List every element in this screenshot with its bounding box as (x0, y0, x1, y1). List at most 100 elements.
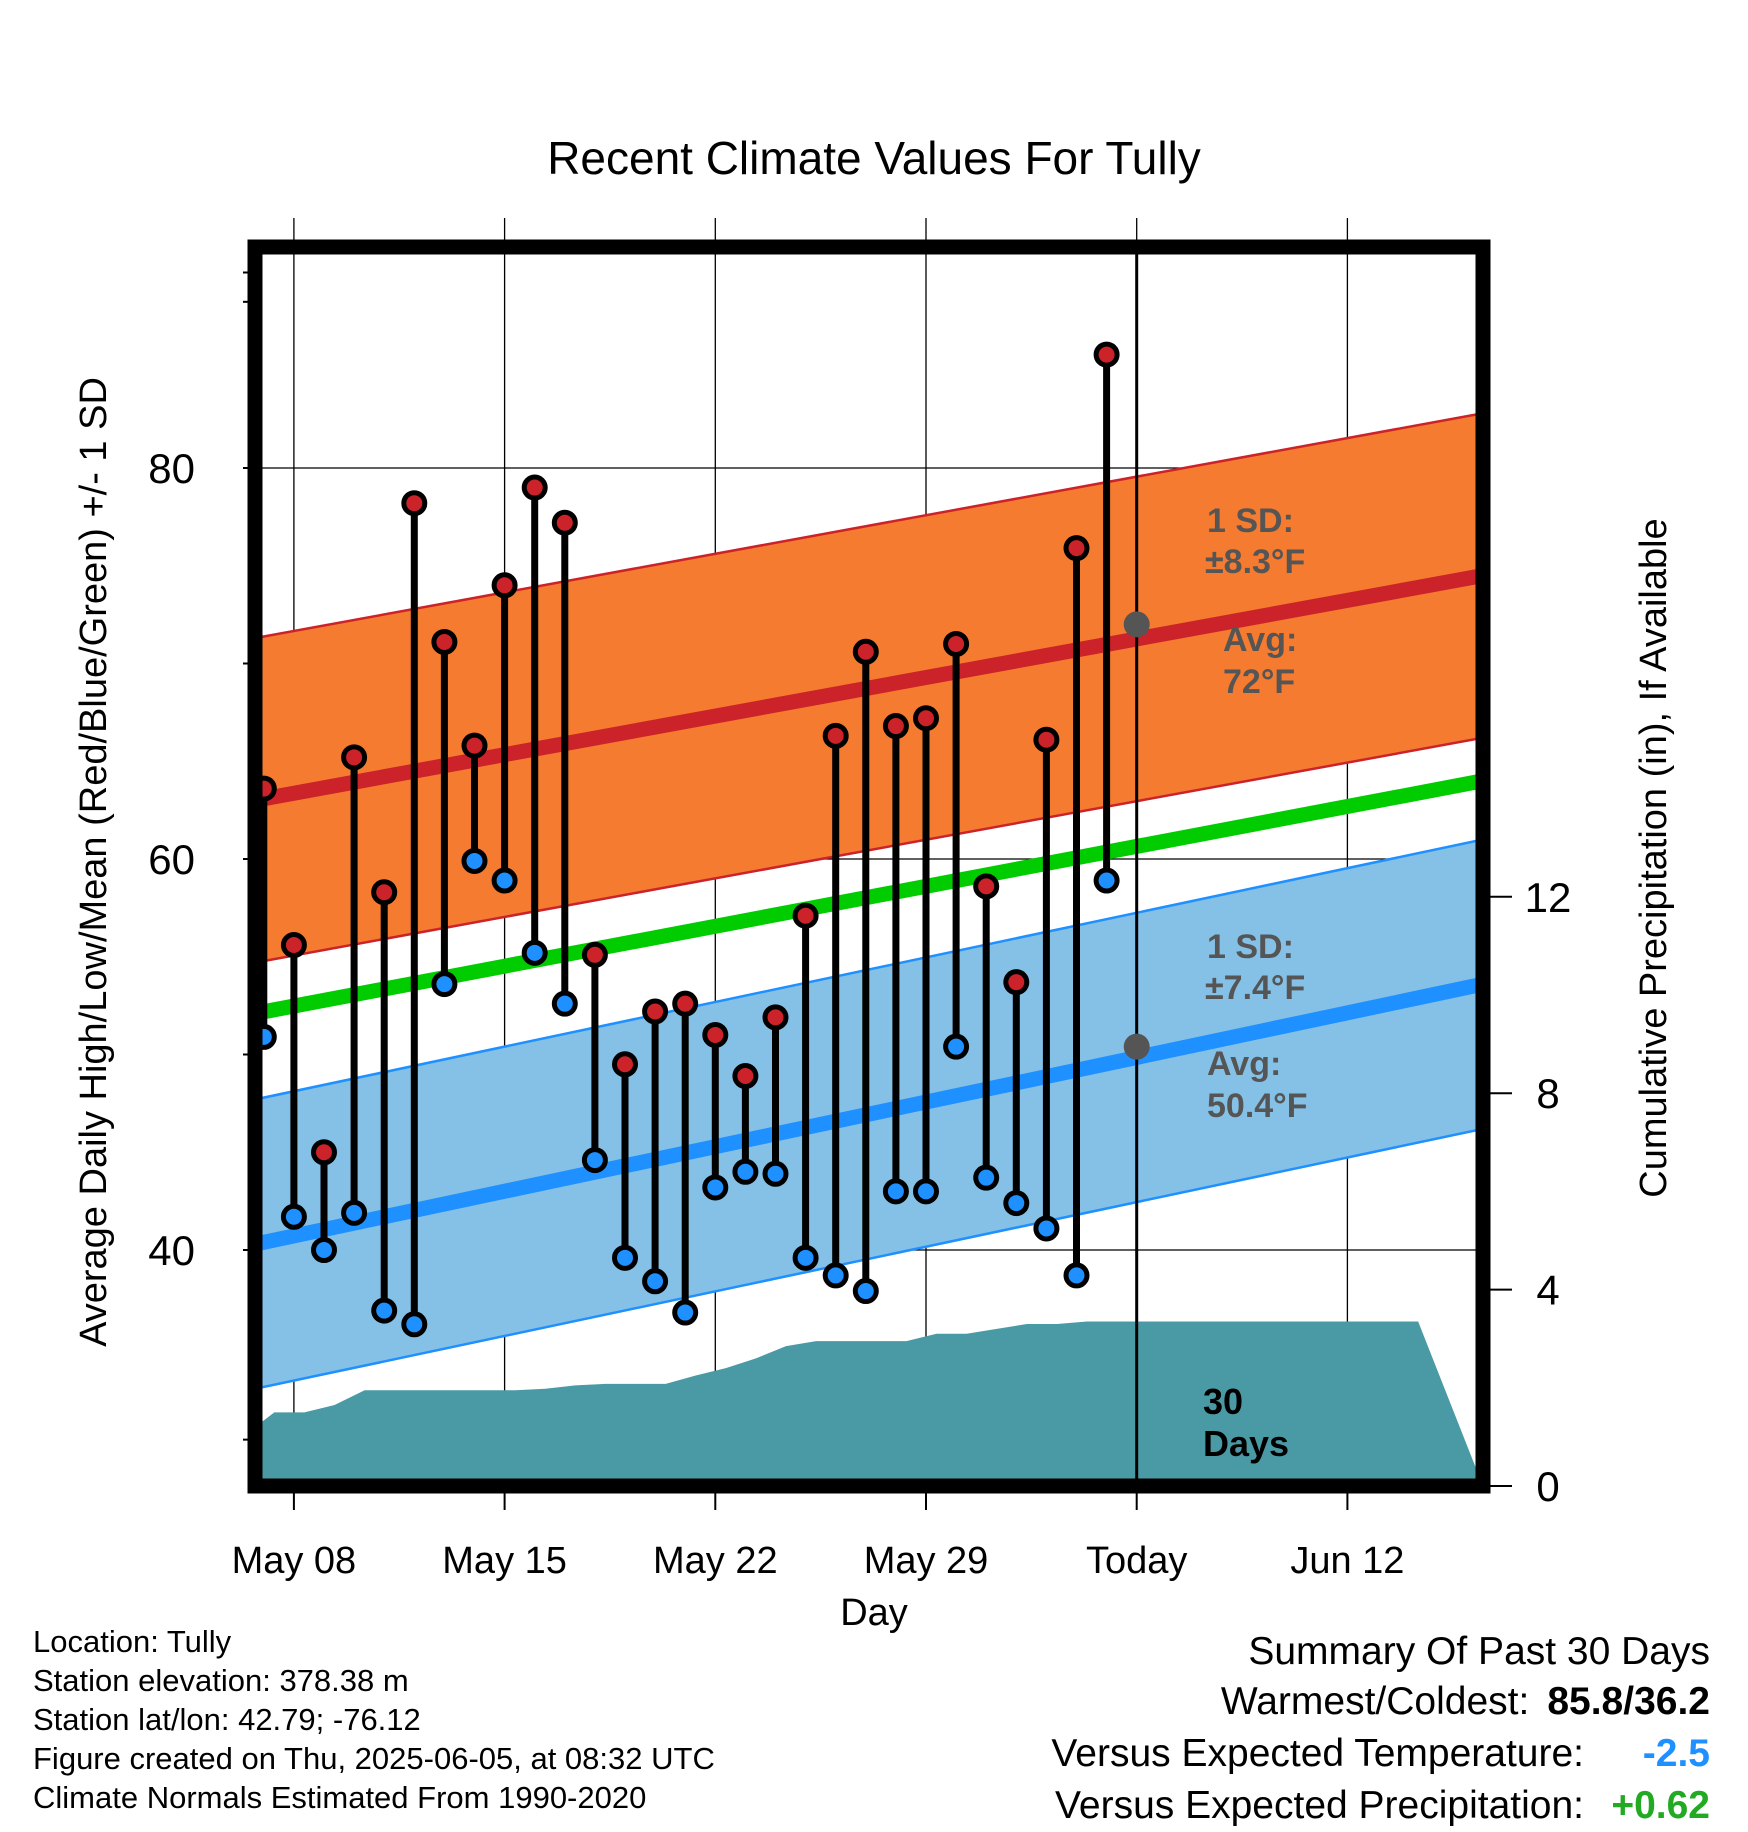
precip-area (255, 1321, 1483, 1486)
high-temp-point (672, 990, 699, 1017)
high-temp-point (581, 941, 608, 968)
high-temp-point (732, 1063, 759, 1090)
low-temp-point (943, 1033, 970, 1060)
low-temp-point (822, 1262, 849, 1289)
high-temp-point (642, 998, 669, 1025)
high-temp-point (882, 713, 909, 740)
high-temp-point (551, 509, 578, 536)
warmest-value: 85.8/36.2 (1547, 1680, 1710, 1723)
low-avg-label: Avg: (1207, 1045, 1281, 1083)
low-sd-label: 1 SD: (1207, 928, 1294, 966)
y2-tick-label: 0 (1536, 1463, 1559, 1510)
x-tick-label: May 29 (864, 1540, 989, 1582)
y2-tick-label: 12 (1525, 874, 1572, 921)
low-temp-point (702, 1174, 729, 1201)
high-temp-point (280, 932, 307, 959)
x-tick-label: May 08 (232, 1540, 357, 1582)
today-low-avg-marker (1123, 1033, 1150, 1060)
location-text: Location: Tully (33, 1624, 232, 1659)
low-temp-point (1093, 867, 1120, 894)
precip-value: +0.62 (1611, 1784, 1710, 1827)
high-temp-point (371, 879, 398, 906)
low-temp-point (431, 971, 458, 998)
summary-temp-row: Versus Expected Temperature: -2.5 (1051, 1728, 1710, 1780)
high-temp-point (612, 1051, 638, 1078)
y-tick-label: 60 (148, 836, 195, 883)
high-temp-point (401, 490, 428, 517)
high-temp-point (461, 732, 488, 759)
y-tick-label: 80 (148, 445, 195, 492)
high-temp-point (852, 638, 879, 665)
low-temp-point (280, 1203, 307, 1230)
high-temp-point (341, 744, 368, 771)
station-info: Location: Tully Station elevation: 378.3… (33, 1622, 715, 1817)
low-temp-point (551, 990, 578, 1017)
high-temp-point (521, 474, 548, 501)
high-temp-point (822, 722, 849, 749)
summary-precip-row: Versus Expected Precipitation: +0.62 (1051, 1780, 1710, 1832)
high-sd-band-upper-edge (255, 412, 1483, 640)
low-temp-point (762, 1160, 789, 1187)
low-temp-point (223, 1024, 244, 1045)
temp-label: Versus Expected Temperature: (1051, 1732, 1584, 1775)
x-tick-label: Today (1086, 1540, 1187, 1582)
today-high-avg-marker (1123, 611, 1150, 638)
latlon-text: Station lat/lon: 42.79; -76.12 (33, 1702, 421, 1737)
high-temp-point (702, 1021, 729, 1048)
low-temp-point (792, 1244, 819, 1271)
high-temp-point (762, 1004, 789, 1031)
low-temp-point (371, 1297, 398, 1324)
chart-title: Recent Climate Values For Tully (547, 132, 1201, 184)
low-temp-point (1003, 1190, 1030, 1217)
x-axis-label: Day (840, 1592, 908, 1634)
low-temp-point (852, 1278, 879, 1305)
y-axis-label: Average Daily High/Low/Mean (Red/Blue/Gr… (73, 377, 115, 1347)
days-label: Days (1203, 1423, 1289, 1464)
summary-title: Summary Of Past 30 Days (1248, 1630, 1710, 1673)
summary-warmest-row: Warmest/Coldest: 85.8/36.2 (1051, 1676, 1710, 1728)
x-tick-label: Jun 12 (1290, 1540, 1404, 1582)
summary-panel: Summary Of Past 30 Days Warmest/Coldest:… (1051, 1626, 1710, 1832)
high-temp-point (223, 696, 244, 717)
high-temp-point (1033, 726, 1060, 753)
high-temp-point (311, 1139, 337, 1166)
x-tick-label: May 15 (442, 1540, 567, 1582)
y2-tick-label: 8 (1536, 1070, 1559, 1117)
low-temp-point (461, 847, 488, 874)
high-temp-point (1063, 535, 1090, 562)
low-temp-point (913, 1178, 939, 1205)
high-temp-point (913, 705, 939, 732)
high-avg-value: 72°F (1223, 663, 1295, 701)
high-temp-point (943, 630, 970, 657)
low-temp-point (732, 1158, 759, 1185)
high-temp-point (491, 572, 518, 599)
low-temp-point (1063, 1262, 1090, 1289)
low-temp-point (521, 939, 548, 966)
low-temp-point (973, 1164, 1000, 1191)
warmest-label: Warmest/Coldest: (1220, 1680, 1530, 1723)
high-sd-value: ±8.3°F (1205, 543, 1305, 581)
temp-value: -2.5 (1642, 1732, 1710, 1775)
normals-text: Climate Normals Estimated From 1990-2020 (33, 1780, 647, 1815)
low-temp-point (642, 1268, 669, 1295)
low-temp-point (882, 1178, 909, 1205)
high-sd-label: 1 SD: (1207, 502, 1294, 540)
low-temp-point (341, 1199, 368, 1226)
low-sd-value: ±7.4°F (1205, 969, 1305, 1007)
low-temp-point (612, 1244, 638, 1271)
high-temp-point (1003, 969, 1030, 996)
y-tick-label: 40 (148, 1227, 195, 1274)
elevation-text: Station elevation: 378.38 m (33, 1663, 409, 1698)
low-temp-point (491, 867, 518, 894)
low-temp-point (1033, 1215, 1060, 1242)
low-temp-point (311, 1237, 337, 1263)
high-temp-point (792, 902, 819, 929)
days-count: 30 (1203, 1381, 1243, 1422)
precip-label: Versus Expected Precipitation: (1055, 1784, 1584, 1827)
low-avg-value: 50.4°F (1207, 1087, 1308, 1125)
low-temp-point (401, 1311, 428, 1338)
created-text: Figure created on Thu, 2025-06-05, at 08… (33, 1741, 715, 1776)
x-tick-label: May 22 (653, 1540, 778, 1582)
